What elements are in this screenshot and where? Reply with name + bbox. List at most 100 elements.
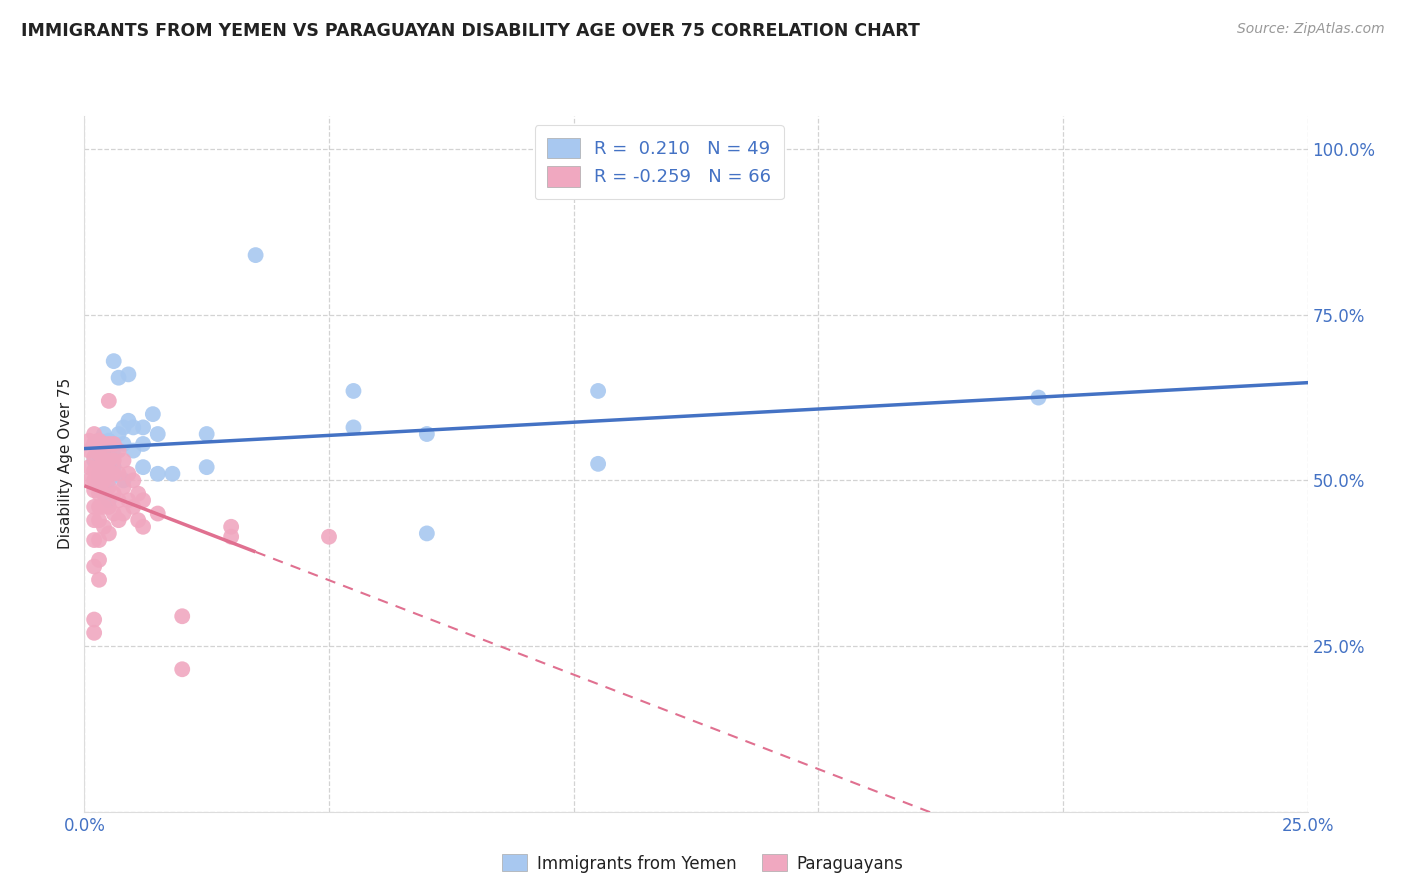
Legend: R =  0.210   N = 49, R = -0.259   N = 66: R = 0.210 N = 49, R = -0.259 N = 66 [534,125,785,199]
Point [416,427,439,442]
Point [77,443,100,458]
Point [77,474,100,488]
Point [83,533,105,547]
Point [87,457,110,471]
Point [87,467,110,481]
Point [83,437,105,451]
Point [117,368,139,382]
Point [172,609,194,624]
Point [172,662,194,676]
Point [103,467,125,481]
Point [83,625,105,640]
Point [586,384,609,398]
Point [93,500,115,514]
Point [103,447,125,461]
Point [132,420,155,434]
Point [162,467,184,481]
Point [107,467,129,481]
Point [107,370,129,384]
Point [245,248,267,262]
Point [112,480,135,494]
Point [87,447,110,461]
Point [87,533,110,547]
Point [122,420,145,434]
Point [93,460,115,475]
Y-axis label: Disability Age Over 75: Disability Age Over 75 [58,378,73,549]
Point [103,486,125,500]
Point [132,493,155,508]
Point [132,437,155,451]
Point [103,460,125,475]
Text: IMMIGRANTS FROM YEMEN VS PARAGUAYAN DISABILITY AGE OVER 75 CORRELATION CHART: IMMIGRANTS FROM YEMEN VS PARAGUAYAN DISA… [21,22,920,40]
Point [142,407,165,421]
Point [416,526,439,541]
Point [112,453,135,467]
Point [93,474,115,488]
Point [87,474,110,488]
Point [93,450,115,465]
Point [195,460,218,475]
Legend: Immigrants from Yemen, Paraguayans: Immigrants from Yemen, Paraguayans [495,847,911,880]
Point [117,467,139,481]
Point [342,384,364,398]
Point [83,453,105,467]
Point [97,453,120,467]
Point [1028,391,1050,405]
Point [103,437,125,451]
Point [87,460,110,475]
Point [107,443,129,458]
Point [219,520,242,534]
Point [146,467,169,481]
Point [107,513,129,527]
Point [93,427,115,442]
Point [97,480,120,494]
Point [87,573,110,587]
Point [117,493,139,508]
Point [107,493,129,508]
Point [93,437,115,451]
Text: Source: ZipAtlas.com: Source: ZipAtlas.com [1237,22,1385,37]
Point [97,500,120,514]
Point [97,460,120,475]
Point [132,460,155,475]
Point [93,447,115,461]
Point [97,526,120,541]
Point [103,354,125,368]
Point [132,520,155,534]
Point [107,427,129,442]
Point [97,434,120,448]
Point [146,507,169,521]
Point [77,434,100,448]
Point [83,513,105,527]
Point [127,513,149,527]
Point [83,474,105,488]
Point [103,437,125,451]
Point [219,530,242,544]
Point [97,493,120,508]
Point [342,420,364,434]
Point [122,500,145,514]
Point [112,437,135,451]
Point [87,434,110,448]
Point [87,443,110,458]
Point [97,467,120,481]
Point [87,500,110,514]
Point [83,450,105,465]
Point [112,507,135,521]
Point [93,437,115,451]
Point [93,486,115,500]
Point [122,474,145,488]
Point [112,420,135,434]
Point [83,437,105,451]
Point [87,474,110,488]
Point [97,393,120,408]
Point [83,463,105,477]
Point [127,486,149,500]
Point [97,437,120,451]
Point [122,443,145,458]
Point [87,486,110,500]
Point [83,559,105,574]
Point [93,486,115,500]
Point [87,513,110,527]
Point [93,474,115,488]
